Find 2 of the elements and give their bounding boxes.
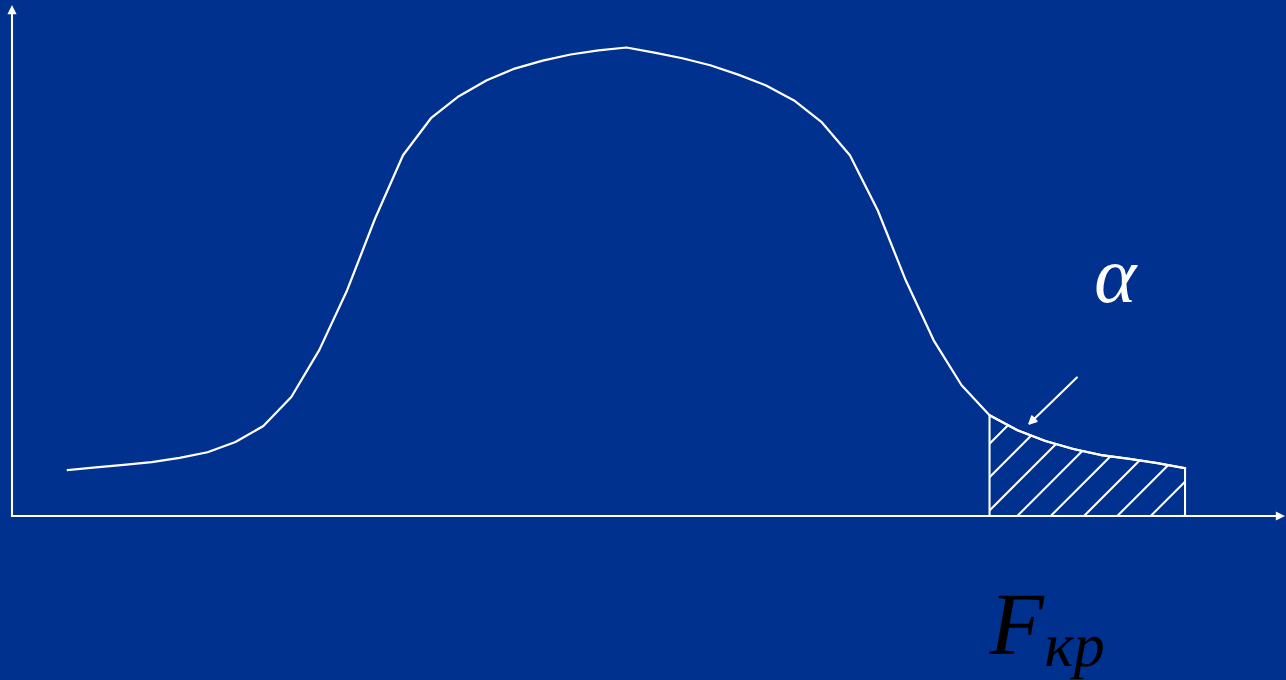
text: F$_{кр}$ xyxy=(989,595,1103,680)
annotation: α xyxy=(1096,264,1138,303)
